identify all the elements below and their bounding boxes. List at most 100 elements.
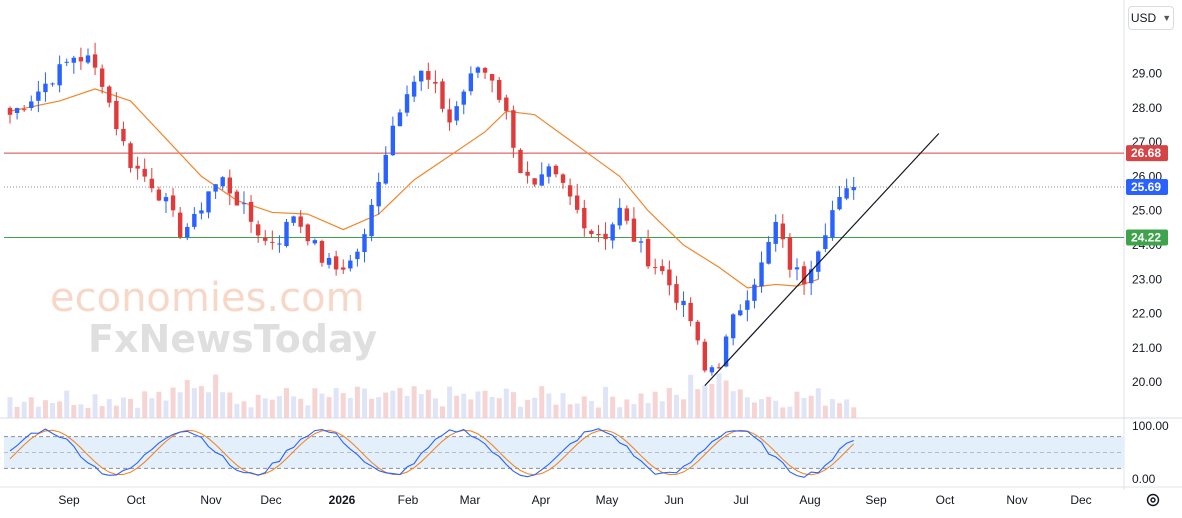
volume-bar xyxy=(340,393,346,418)
candle-body xyxy=(667,269,672,286)
volume-bar xyxy=(255,394,261,418)
candle-body xyxy=(50,83,55,85)
volume-bar xyxy=(475,391,481,418)
time-tick-label: Oct xyxy=(127,493,146,507)
candle-body xyxy=(369,204,374,237)
candle-body xyxy=(121,128,126,142)
candle-body xyxy=(419,70,424,82)
candle-body xyxy=(617,207,622,226)
candlesticks xyxy=(7,42,856,376)
candle-body xyxy=(816,251,821,272)
volume-bar xyxy=(574,403,580,418)
candle-body xyxy=(411,81,417,97)
price-tag-label: 25.69 xyxy=(1131,180,1161,194)
candle-body xyxy=(156,189,162,201)
stochastic-tick-label: 100.00 xyxy=(1132,419,1169,433)
volume-bar xyxy=(383,392,389,418)
candle-body xyxy=(723,336,729,367)
volume-bar xyxy=(539,386,545,418)
time-tick-label: May xyxy=(596,493,619,507)
candle-body xyxy=(823,235,828,250)
candle-body xyxy=(440,81,445,109)
currency-dropdown[interactable]: USD ▼ xyxy=(1128,6,1174,30)
candle-body xyxy=(596,233,601,236)
volume-bar xyxy=(744,397,750,418)
volume-bar xyxy=(496,398,502,418)
candle-body xyxy=(830,210,835,238)
volume-bar xyxy=(135,407,141,418)
volume-bar xyxy=(163,400,169,418)
volume-bar xyxy=(397,387,403,418)
candle-body xyxy=(107,86,112,103)
candle-body xyxy=(482,68,488,73)
candle-body xyxy=(227,177,232,194)
volume-bar xyxy=(716,373,722,418)
volume-bar xyxy=(362,388,367,418)
candle-body xyxy=(780,223,786,240)
volume-bar xyxy=(376,397,382,418)
candle-body xyxy=(241,203,247,205)
candle-body xyxy=(355,251,360,260)
candle-body xyxy=(376,182,381,207)
candle-body xyxy=(284,221,289,246)
candle-body xyxy=(695,321,700,341)
price-tick-label: 22.00 xyxy=(1132,307,1162,321)
volume-bar xyxy=(447,386,453,418)
volume-bar xyxy=(128,398,134,418)
volume-bar xyxy=(262,398,268,418)
volume-bar xyxy=(766,396,772,418)
time-axis[interactable]: Sep Oct Nov Dec 2026 Feb Mar Apr May Jun Jul Aug Sep… xyxy=(58,493,1091,507)
settings-gear-icon[interactable] xyxy=(1146,493,1160,507)
volume-bar xyxy=(42,400,48,418)
volume-bar xyxy=(659,401,665,418)
volume-bar xyxy=(170,387,176,418)
volume-bar xyxy=(780,407,786,418)
candle-body xyxy=(582,207,587,229)
volume-bars xyxy=(7,373,857,418)
volume-bar xyxy=(610,396,616,418)
time-tick-label: Oct xyxy=(936,493,955,507)
volume-bar xyxy=(432,398,438,418)
candle-body xyxy=(702,341,708,371)
candle-body xyxy=(844,188,849,199)
time-tick-label: Jun xyxy=(664,493,683,507)
candle-body xyxy=(312,240,318,244)
price-tag-bg xyxy=(1126,229,1168,246)
candle-body xyxy=(546,166,552,177)
candle-body xyxy=(631,218,637,242)
price-axis[interactable]: 20.0021.0022.0023.0024.0025.0026.0027.00… xyxy=(1132,67,1169,487)
candle-body xyxy=(539,174,544,186)
time-tick-label: Dec xyxy=(260,493,281,507)
candle-body xyxy=(738,310,743,316)
chevron-down-icon: ▼ xyxy=(1162,13,1172,23)
candle-body xyxy=(71,57,77,63)
volume-bar xyxy=(404,396,410,418)
candle-body xyxy=(511,110,516,148)
price-tick-label: 21.00 xyxy=(1132,341,1162,355)
candle-body xyxy=(348,260,353,269)
trendline[interactable] xyxy=(704,133,940,387)
volume-bar xyxy=(709,383,715,418)
volume-bar xyxy=(489,396,495,418)
time-tick-label: Nov xyxy=(1006,493,1027,507)
candle-body xyxy=(688,302,693,322)
candle-body xyxy=(142,168,147,177)
volume-bar xyxy=(468,399,474,418)
candle-body xyxy=(603,233,608,240)
candle-body xyxy=(454,106,459,121)
candle-body xyxy=(766,241,771,264)
volume-bar xyxy=(503,388,509,418)
volume-bar xyxy=(425,389,431,418)
volume-bar xyxy=(645,402,651,418)
volume-bar xyxy=(567,404,573,418)
candle-body xyxy=(333,256,339,270)
candle-body xyxy=(128,143,133,168)
candle-body xyxy=(851,187,856,191)
candle-body xyxy=(610,224,615,241)
candle-body xyxy=(177,212,183,238)
volume-bar xyxy=(631,403,637,418)
volume-bar xyxy=(35,406,41,418)
candle-body xyxy=(341,267,346,270)
